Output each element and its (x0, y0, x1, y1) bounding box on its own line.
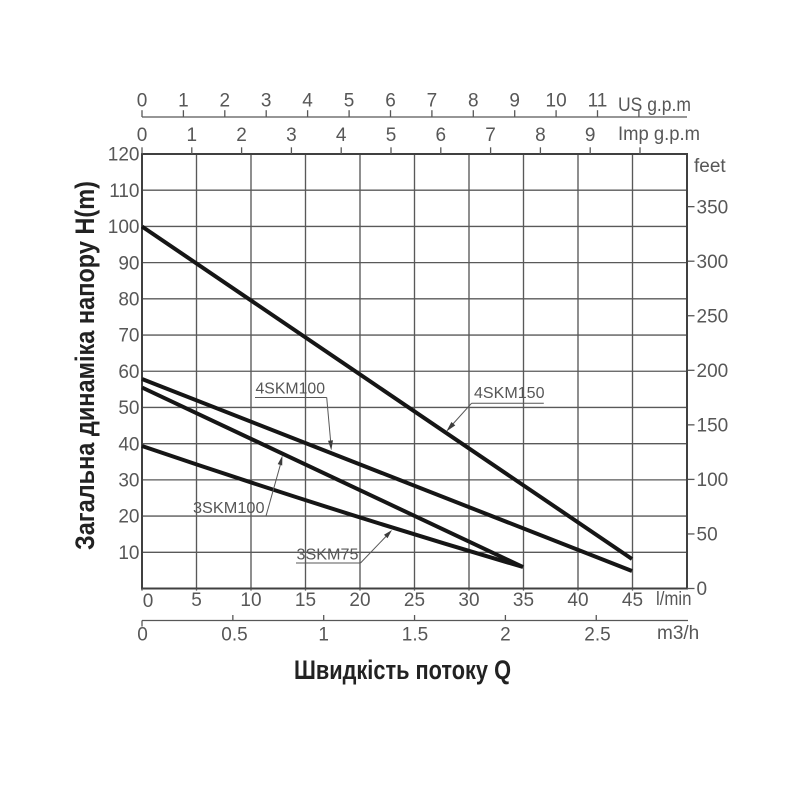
svg-text:4SKM100: 4SKM100 (256, 381, 326, 398)
svg-text:300: 300 (697, 252, 729, 273)
svg-text:120: 120 (108, 145, 140, 166)
svg-text:50: 50 (697, 525, 718, 546)
svg-text:5: 5 (191, 590, 202, 611)
svg-text:80: 80 (118, 290, 139, 311)
svg-text:5: 5 (386, 125, 397, 146)
svg-text:110: 110 (109, 181, 139, 202)
svg-text:9: 9 (585, 125, 596, 146)
svg-text:l/min: l/min (656, 589, 692, 610)
svg-text:9: 9 (509, 91, 520, 112)
svg-text:35: 35 (513, 590, 534, 611)
svg-text:30: 30 (118, 471, 139, 492)
svg-text:1: 1 (318, 625, 329, 646)
svg-text:250: 250 (697, 307, 729, 328)
svg-text:7: 7 (485, 125, 496, 146)
svg-text:Швидкість потоку Q: Швидкість потоку Q (294, 655, 511, 685)
svg-text:3SKM75: 3SKM75 (297, 547, 359, 564)
svg-text:0: 0 (137, 625, 148, 646)
svg-text:10: 10 (546, 91, 567, 112)
svg-text:Загальна динаміка напору H(m): Загальна динаміка напору H(m) (70, 181, 100, 550)
svg-text:3SKM100: 3SKM100 (193, 500, 265, 517)
svg-text:200: 200 (697, 361, 729, 382)
svg-text:10: 10 (118, 543, 139, 564)
svg-text:1.5: 1.5 (402, 625, 428, 646)
svg-text:150: 150 (697, 416, 729, 437)
svg-text:45: 45 (622, 590, 643, 611)
svg-text:20: 20 (118, 507, 139, 528)
svg-text:0: 0 (137, 125, 148, 146)
svg-text:350: 350 (697, 197, 729, 218)
svg-text:0: 0 (143, 591, 154, 612)
svg-text:feet: feet (694, 156, 726, 177)
svg-text:15: 15 (295, 590, 316, 611)
svg-text:6: 6 (436, 125, 447, 146)
svg-text:2: 2 (220, 91, 231, 112)
svg-text:50: 50 (118, 398, 139, 419)
svg-text:2: 2 (236, 125, 247, 146)
svg-text:1: 1 (187, 125, 198, 146)
svg-text:US g.p.m: US g.p.m (618, 95, 691, 116)
svg-text:0: 0 (697, 579, 708, 600)
svg-text:11: 11 (588, 91, 608, 112)
svg-text:8: 8 (535, 125, 546, 146)
svg-text:100: 100 (697, 470, 729, 491)
svg-text:1: 1 (178, 91, 189, 112)
svg-text:2.5: 2.5 (584, 625, 610, 646)
svg-text:0: 0 (137, 91, 148, 112)
svg-text:4: 4 (302, 91, 313, 112)
svg-text:3: 3 (286, 125, 297, 146)
svg-text:8: 8 (468, 91, 479, 112)
svg-text:20: 20 (349, 590, 370, 611)
svg-text:3: 3 (261, 91, 272, 112)
svg-text:4: 4 (336, 125, 347, 146)
svg-text:m3/h: m3/h (657, 623, 699, 644)
svg-text:40: 40 (567, 590, 588, 611)
svg-text:5: 5 (344, 91, 355, 112)
svg-text:6: 6 (385, 91, 396, 112)
svg-text:4SKM150: 4SKM150 (474, 385, 545, 402)
svg-text:40: 40 (118, 434, 139, 455)
svg-text:100: 100 (108, 217, 140, 238)
svg-text:0.5: 0.5 (221, 625, 247, 646)
svg-text:30: 30 (458, 590, 479, 611)
svg-text:2: 2 (500, 625, 511, 646)
svg-text:10: 10 (240, 590, 261, 611)
svg-text:90: 90 (118, 253, 139, 274)
svg-text:Imp g.p.m: Imp g.p.m (618, 124, 700, 145)
svg-text:25: 25 (404, 590, 425, 611)
svg-text:70: 70 (118, 326, 139, 347)
svg-text:60: 60 (118, 362, 139, 383)
svg-text:7: 7 (427, 91, 438, 112)
